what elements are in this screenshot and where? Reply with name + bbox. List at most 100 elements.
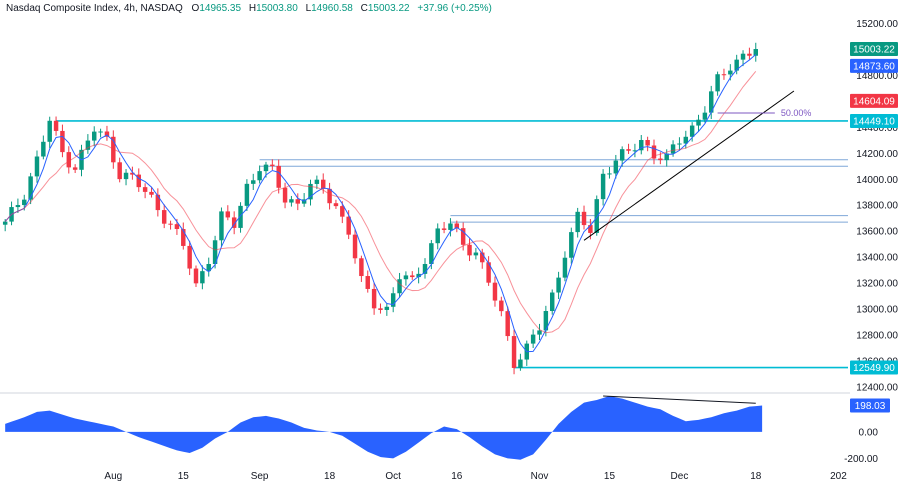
candle-body: [282, 187, 288, 203]
price-tick-label: 13400.00: [856, 253, 898, 264]
candle-body: [161, 210, 167, 224]
candle-body: [136, 174, 141, 188]
candle-body: [263, 164, 269, 172]
candle-body: [734, 59, 739, 71]
candle-body: [378, 308, 383, 310]
price-tag-label: 15003.22: [853, 45, 895, 56]
candle-body: [130, 172, 135, 175]
candle-body: [320, 179, 326, 189]
candle-body: [327, 188, 332, 204]
candle-body: [664, 153, 669, 161]
close-value: 15003.22: [367, 3, 410, 14]
time-tick-label: 18: [324, 471, 336, 482]
candle-body: [66, 152, 72, 168]
candle-body: [352, 234, 358, 259]
time-tick-label: 202: [830, 471, 847, 482]
candle-body: [607, 173, 612, 175]
candle-body: [594, 199, 599, 233]
open-value: 14965.35: [199, 3, 242, 14]
time-tick-label: Sep: [251, 471, 269, 482]
candle-body: [702, 112, 708, 120]
candle-body: [670, 144, 676, 154]
candle-body: [390, 293, 396, 307]
candle-body: [289, 199, 294, 203]
candle-body: [689, 125, 695, 137]
oscillator-pane: [5, 395, 763, 460]
high-label: H: [248, 3, 257, 14]
candle-body: [123, 172, 129, 180]
price-tick-label: 14800.00: [856, 71, 898, 82]
candle-body: [505, 311, 510, 337]
candle-body: [556, 277, 561, 293]
time-tick-label: Nov: [531, 471, 549, 482]
candle-body: [537, 330, 542, 335]
candle-body: [467, 244, 472, 256]
chart-header: Nasdaq Composite Index, 4h, NASDAQ O1496…: [6, 3, 492, 14]
price-tag-label: 14873.60: [853, 61, 895, 72]
candle-body: [53, 120, 59, 131]
candle-body: [480, 252, 485, 263]
price-tag-label: 14449.10: [853, 116, 895, 127]
candle-body: [174, 224, 180, 230]
candle-body: [28, 176, 33, 200]
trendline: [583, 90, 795, 241]
symbol-title: Nasdaq Composite Index, 4h, NASDAQ: [6, 3, 183, 14]
candle-body: [251, 180, 256, 184]
candle-body: [181, 229, 186, 246]
price-tick-label: 13800.00: [856, 201, 898, 212]
time-tick-label: 15: [178, 471, 190, 482]
candle-body: [244, 183, 250, 206]
candle-body: [200, 271, 205, 284]
candle-body: [518, 359, 523, 368]
candle-body: [709, 91, 714, 113]
candle-body: [384, 306, 390, 310]
time-tick-label: 18: [750, 471, 762, 482]
divergence-line: [603, 395, 756, 404]
candle-body: [371, 288, 377, 309]
candle-body: [308, 183, 313, 200]
price-tick-label: 14200.00: [856, 149, 898, 160]
candle-body: [231, 217, 237, 228]
slow-moving-average: [4, 70, 757, 334]
candle-body: [645, 140, 650, 146]
time-tick-label: 16: [451, 471, 463, 482]
change-value: +37.96 (+0.25%): [417, 3, 492, 14]
close-label: C: [360, 3, 368, 14]
candle-body: [117, 162, 122, 180]
candle-body: [225, 211, 231, 218]
candle-body: [270, 164, 275, 166]
candle-body: [441, 228, 447, 230]
candle-body: [41, 141, 46, 157]
oscillator-tick-label: 0.00: [859, 427, 879, 438]
candle-body: [651, 145, 657, 159]
oscillator-value-label: 198.03: [855, 401, 886, 412]
candle-body: [410, 275, 415, 278]
candle-body: [98, 131, 103, 133]
candle-body: [448, 223, 453, 230]
candle-body: [85, 140, 91, 150]
candle-body: [295, 199, 301, 204]
candle-body: [276, 165, 281, 188]
candle-body: [562, 257, 568, 278]
price-tick-label: 14000.00: [856, 175, 898, 186]
candle-body: [683, 136, 689, 144]
candle-body: [473, 252, 479, 256]
time-axis: Aug 15 Sep 18 Oct 16 Nov 15 Dec 18 202: [104, 471, 847, 482]
price-tick-label: 15200.00: [856, 19, 898, 30]
candle-body: [492, 282, 498, 301]
candle-body: [60, 130, 65, 153]
candle-body: [454, 223, 460, 229]
candle-body: [238, 205, 243, 228]
high-value: 15003.80: [256, 3, 298, 14]
price-tick-label: 13000.00: [856, 305, 898, 316]
candle-body: [549, 292, 555, 312]
fibonacci-label: 50.00%: [781, 108, 812, 118]
candle-body: [747, 53, 752, 56]
candle-body: [753, 49, 758, 56]
candle-body: [193, 268, 199, 284]
candle-body: [575, 211, 580, 233]
price-tag: [850, 58, 898, 73]
candle-body: [92, 131, 97, 141]
